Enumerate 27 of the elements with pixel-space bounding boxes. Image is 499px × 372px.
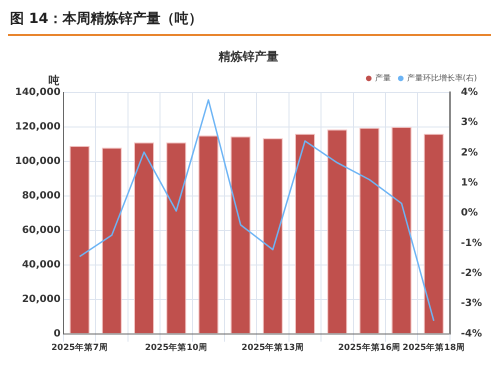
y-tick-label: 140,000 xyxy=(15,86,61,98)
y-tick-label: 0 xyxy=(54,328,61,340)
y2-tick-label: 4% xyxy=(460,86,478,98)
y-tick-label: 120,000 xyxy=(15,121,61,132)
y2-tick-label: -3% xyxy=(460,298,482,310)
x-tick-label: 2025年第13周 xyxy=(242,342,304,354)
legend-label: 产量 xyxy=(374,73,391,82)
x-tick-label: 2025年第18周 xyxy=(402,342,466,354)
y-tick-label: 100,000 xyxy=(15,156,61,167)
y-tick-label: 40,000 xyxy=(22,259,61,270)
y2-tick-label: 1% xyxy=(460,178,478,189)
legend-label: 产量环比增长率(右) xyxy=(406,73,478,82)
y2-tick-label: -4% xyxy=(460,328,482,340)
chart-title: 图 14：本周精炼锌产量（吨） xyxy=(8,8,491,36)
y-tick-label: 20,000 xyxy=(22,294,61,305)
y2-tick-label: 0% xyxy=(460,208,478,219)
chart-subtitle: 精炼锌产量 xyxy=(218,49,278,64)
y-tick-label: 60,000 xyxy=(22,224,61,236)
y2-tick-label: -1% xyxy=(460,238,482,249)
y2-tick-label: 3% xyxy=(460,117,478,128)
y-tick-label: 80,000 xyxy=(22,190,61,202)
y-axis-title: 吨 xyxy=(48,74,60,87)
x-tick-label: 2025年第7周 xyxy=(51,342,108,354)
x-tick-label: 2025年第10周 xyxy=(144,342,208,354)
x-tick-label: 2025年第16周 xyxy=(338,342,401,354)
y2-tick-label: -2% xyxy=(460,268,482,280)
y2-tick-label: 2% xyxy=(460,147,478,158)
